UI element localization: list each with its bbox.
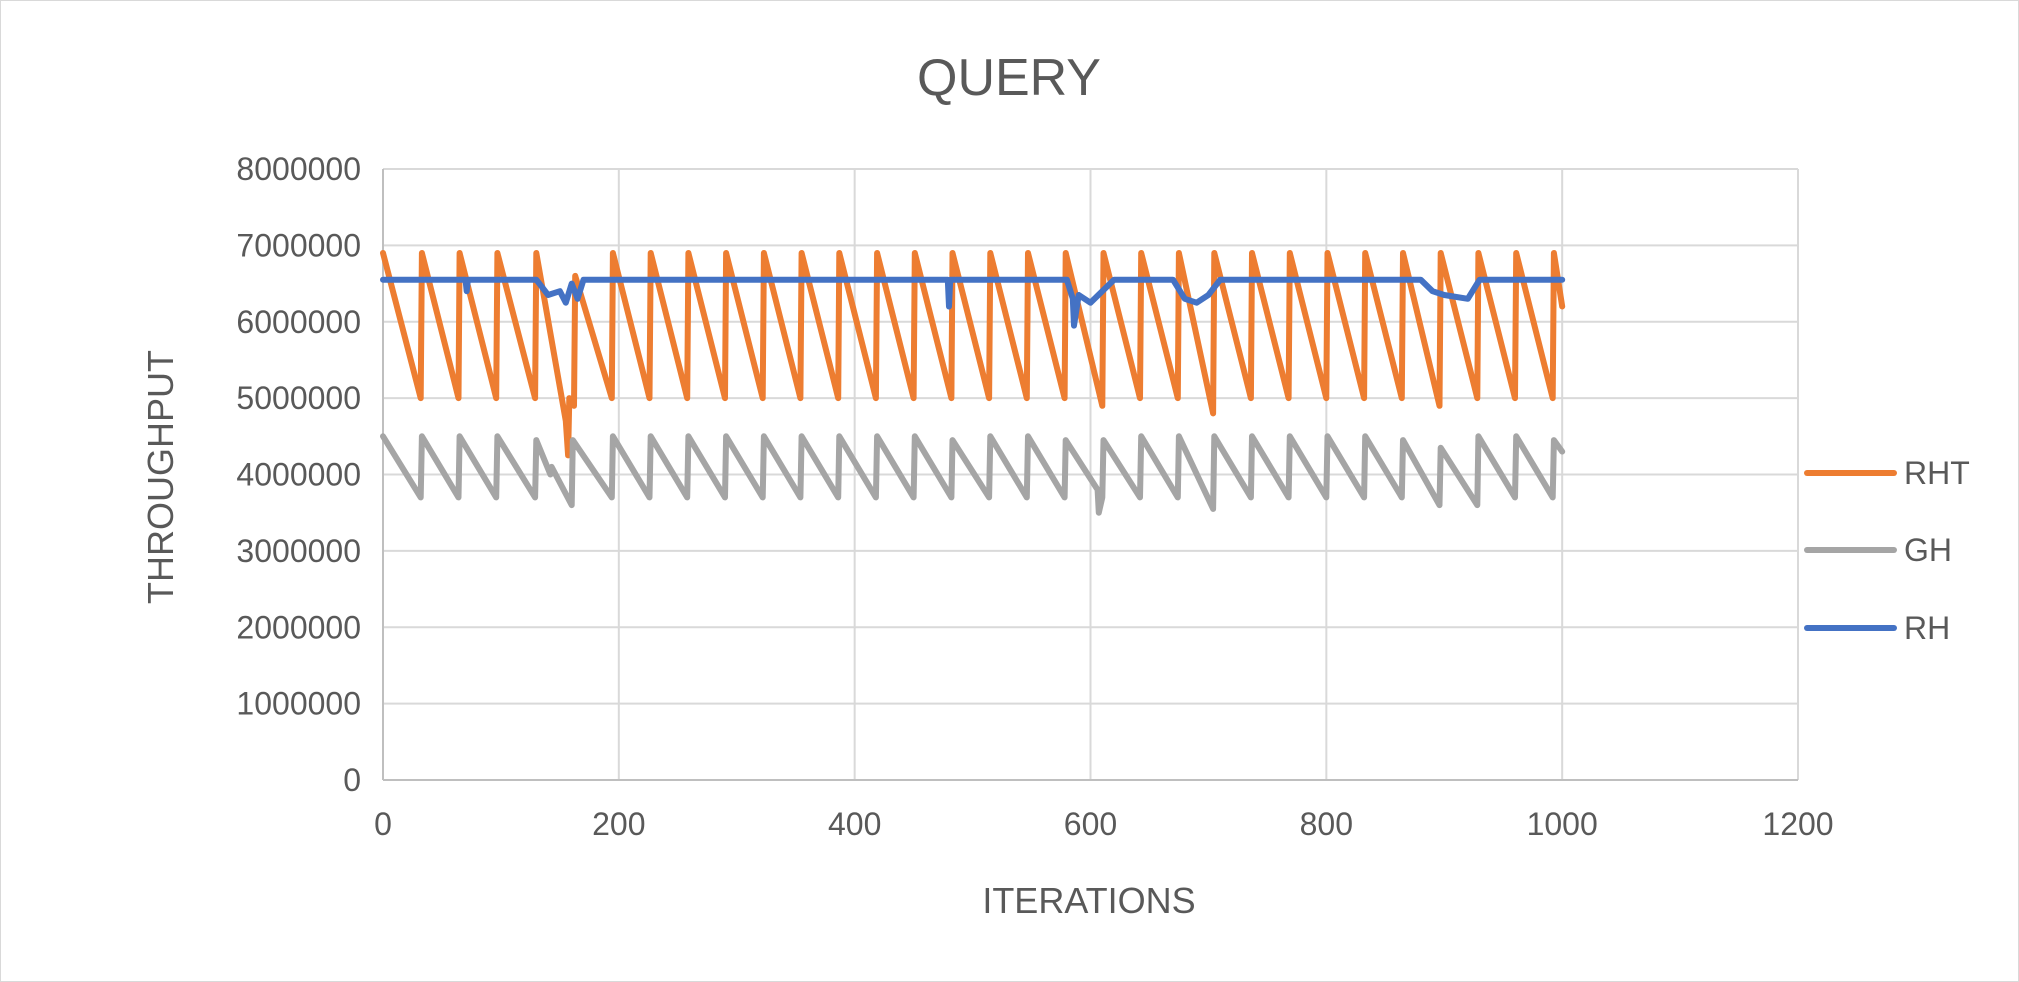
chart-title: QUERY (917, 49, 1101, 107)
axes (382, 169, 1798, 781)
x-tick-label: 1200 (1762, 806, 1833, 842)
x-axis-title: ITERATIONS (982, 880, 1195, 921)
y-tick-label: 6000000 (236, 304, 361, 340)
series-line-rh (380, 276, 1566, 329)
tick-labels: 0100000020000003000000400000050000006000… (236, 151, 1833, 842)
legend-label-rh: RH (1904, 610, 1950, 646)
y-tick-label: 2000000 (236, 609, 361, 645)
x-tick-label: 1000 (1527, 806, 1598, 842)
y-tick-label: 0 (343, 762, 361, 798)
y-tick-label: 3000000 (236, 533, 361, 569)
series-line-rht (380, 250, 1566, 459)
y-tick-label: 4000000 (236, 457, 361, 493)
legend-label-gh: GH (1904, 532, 1952, 568)
legend: RHT GH RH (1804, 455, 1970, 646)
y-axis-title: THROUGHPUT (140, 350, 181, 604)
x-tick-label: 600 (1064, 806, 1117, 842)
y-tick-label: 7000000 (236, 227, 361, 263)
series-layer (380, 250, 1566, 516)
y-tick-label: 5000000 (236, 380, 361, 416)
x-tick-label: 200 (592, 806, 645, 842)
y-tick-label: 1000000 (236, 686, 361, 722)
x-tick-label: 800 (1300, 806, 1353, 842)
legend-label-rht: RHT (1904, 455, 1970, 491)
series-line-gh (380, 433, 1566, 516)
x-tick-label: 400 (828, 806, 881, 842)
x-tick-label: 0 (374, 806, 392, 842)
y-tick-label: 8000000 (236, 151, 361, 187)
